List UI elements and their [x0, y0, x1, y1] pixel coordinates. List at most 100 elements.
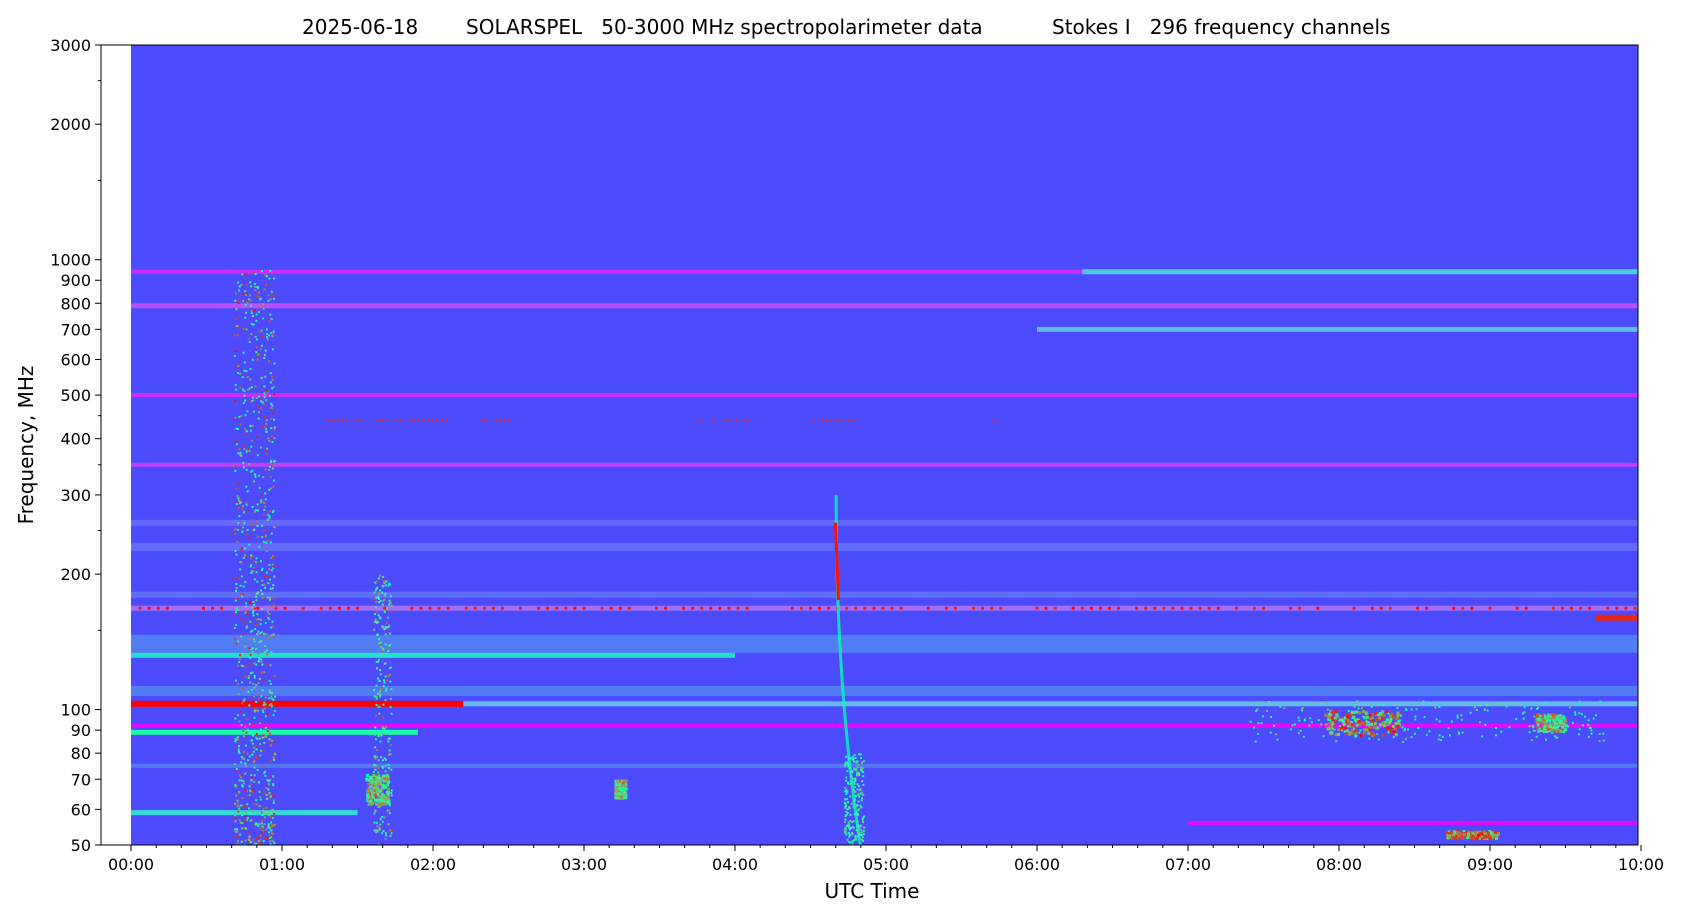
- speckle: [273, 526, 276, 529]
- speckle: [265, 449, 268, 452]
- burst-pixel: [1482, 830, 1486, 834]
- speckle: [263, 513, 266, 516]
- speckle: [268, 488, 271, 491]
- burst-dot: [359, 419, 362, 422]
- speckle: [1450, 720, 1453, 723]
- speckle: [383, 662, 386, 665]
- burst-pixel: [1480, 832, 1484, 836]
- speckle: [255, 557, 258, 560]
- speckle: [258, 737, 261, 740]
- speckle: [265, 389, 268, 392]
- speckle: [271, 440, 274, 443]
- burst-pixel: [1553, 723, 1557, 727]
- speckle: [239, 372, 242, 375]
- speckle: [248, 662, 251, 665]
- burst-pixel: [1324, 723, 1328, 727]
- burst-pixel: [1547, 713, 1551, 717]
- speckle: [844, 790, 847, 793]
- burst-dot: [1416, 606, 1420, 610]
- speckle: [252, 614, 255, 617]
- burst-pixel: [1543, 724, 1547, 728]
- speckle: [1481, 735, 1484, 738]
- speckle: [1486, 704, 1489, 707]
- speckle: [236, 371, 239, 374]
- speckle: [244, 764, 247, 767]
- speckle: [244, 814, 247, 817]
- speckle: [244, 675, 247, 678]
- speckle: [854, 790, 857, 793]
- speckle: [245, 503, 248, 506]
- speckle: [256, 823, 259, 826]
- speckle: [385, 584, 388, 587]
- speckle: [250, 322, 253, 325]
- speckle: [268, 465, 271, 468]
- speckle: [844, 786, 847, 789]
- speckle: [234, 465, 237, 468]
- speckle: [1417, 727, 1420, 730]
- speckle: [261, 813, 264, 816]
- speckle: [268, 792, 271, 795]
- x-tick-label: 10:00: [1618, 855, 1664, 874]
- burst-pixel: [368, 776, 372, 780]
- speckle: [847, 756, 850, 759]
- speckle: [246, 752, 249, 755]
- speckle: [244, 328, 247, 331]
- speckle: [273, 794, 276, 797]
- burst-pixel: [367, 778, 371, 782]
- burst-dot: [664, 606, 668, 610]
- burst-dot: [839, 419, 842, 422]
- speckle: [847, 824, 850, 827]
- burst-pixel: [1342, 722, 1346, 726]
- burst-pixel: [1558, 714, 1562, 718]
- speckle: [272, 462, 275, 465]
- speckle: [239, 451, 242, 454]
- speckle: [273, 393, 276, 396]
- speckle: [376, 586, 379, 589]
- burst-pixel: [1453, 830, 1457, 834]
- burst-pixel: [1330, 731, 1334, 735]
- speckle: [1577, 703, 1580, 706]
- speckle: [259, 722, 262, 725]
- speckle: [844, 829, 847, 832]
- burst-dot: [491, 606, 495, 610]
- burst-dot: [872, 606, 876, 610]
- speckle: [235, 623, 238, 626]
- burst-dot: [1615, 606, 1619, 610]
- speckle: [249, 657, 252, 660]
- burst-pixel: [1557, 730, 1561, 734]
- speckle: [234, 599, 237, 602]
- speckle: [245, 292, 248, 295]
- speckle: [1332, 722, 1335, 725]
- burst-dot: [1053, 606, 1057, 610]
- burst-pixel: [386, 796, 390, 800]
- speckle: [260, 830, 263, 833]
- speckle: [237, 499, 240, 502]
- speckle: [234, 717, 237, 720]
- speckle: [847, 782, 850, 785]
- speckle: [269, 372, 272, 375]
- speckle: [1587, 735, 1590, 738]
- speckle: [243, 369, 246, 372]
- speckle: [263, 529, 266, 532]
- speckle: [861, 818, 864, 821]
- burst-pixel: [369, 785, 373, 789]
- speckle: [253, 578, 256, 581]
- burst-pixel: [619, 795, 623, 799]
- speckle: [253, 716, 256, 719]
- speckle: [375, 703, 378, 706]
- burst-pixel: [379, 776, 383, 780]
- burst-dot: [340, 419, 343, 422]
- faint-band: [131, 685, 1638, 696]
- speckle: [254, 842, 257, 845]
- speckle: [1249, 720, 1252, 723]
- speckle: [859, 828, 862, 831]
- burst-pixel: [1365, 728, 1369, 732]
- speckle: [859, 788, 862, 791]
- speckle: [375, 695, 378, 698]
- speckle: [857, 763, 860, 766]
- speckle: [237, 640, 240, 643]
- speckle: [375, 621, 378, 624]
- speckle: [374, 606, 377, 609]
- speckle: [240, 575, 243, 578]
- burst-pixel: [614, 786, 618, 790]
